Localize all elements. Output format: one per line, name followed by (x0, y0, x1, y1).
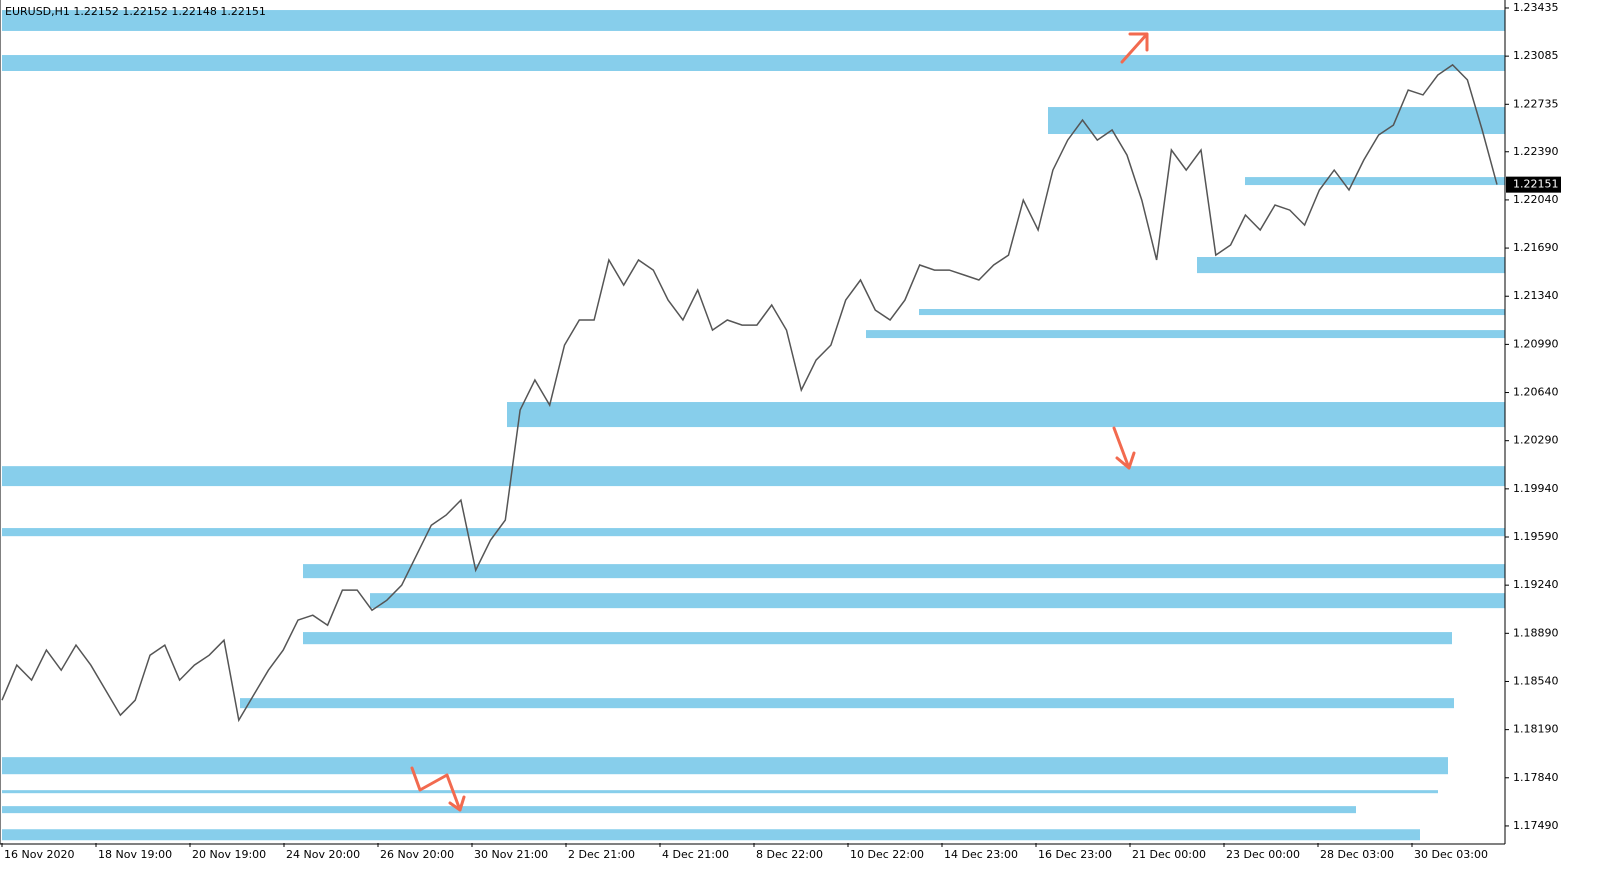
y-tick-label: 1.17840 (1513, 771, 1559, 784)
y-tick-label: 1.21340 (1513, 289, 1559, 302)
zones (2, 10, 1505, 841)
last-price-label: 1.22151 (1513, 178, 1559, 191)
y-tick-label: 1.19240 (1513, 578, 1559, 591)
x-tick-label: 28 Dec 03:00 (1320, 848, 1394, 861)
y-tick-label: 1.18890 (1513, 626, 1559, 639)
zone (2, 790, 1438, 794)
y-tick-label: 1.18190 (1513, 723, 1559, 736)
x-tick-label: 23 Dec 00:00 (1226, 848, 1300, 861)
y-tick-label: 1.19590 (1513, 530, 1559, 543)
zone (2, 55, 1505, 71)
last-price-box (1506, 176, 1561, 193)
x-tick-label: 8 Dec 22:00 (756, 848, 823, 861)
plot (1, 63, 1498, 723)
zone (507, 402, 1505, 428)
x-tick-label: 30 Dec 03:00 (1414, 848, 1488, 861)
x-tick-label: 14 Dec 23:00 (944, 848, 1018, 861)
axes: 1.23435 1.23085 1.22735 1.22390 1.22040 1.216… (1, 1, 1561, 861)
y-tick-label: 1.22040 (1513, 193, 1559, 206)
zone (1245, 177, 1505, 186)
y-tick-label: 1.22390 (1513, 145, 1559, 158)
zone (866, 330, 1505, 339)
y-tick-label: 1.23435 (1513, 1, 1559, 14)
zone (2, 829, 1420, 841)
zone (370, 593, 1505, 609)
zone (1197, 257, 1505, 274)
y-tick-label: 1.20640 (1513, 386, 1559, 399)
y-tick-label: 1.21690 (1513, 241, 1559, 254)
x-tick-label: 18 Nov 19:00 (98, 848, 172, 861)
x-tick-label: 16 Dec 23:00 (1038, 848, 1112, 861)
zone (2, 806, 1356, 814)
zone (240, 698, 1454, 709)
zone (919, 309, 1505, 316)
price-line (1, 63, 1498, 723)
y-tick-label: 1.17490 (1513, 819, 1559, 832)
zone (303, 632, 1452, 645)
zone (2, 10, 1505, 31)
y-tick-label: 1.18540 (1513, 674, 1559, 687)
zone (303, 564, 1505, 579)
y-tick-label: 1.22735 (1513, 97, 1559, 110)
y-tick-label: 1.23085 (1513, 49, 1559, 62)
arrows (410, 32, 1149, 812)
x-tick-label: 30 Nov 21:00 (474, 848, 548, 861)
x-tick-label: 16 Nov 2020 (4, 848, 74, 861)
x-tick-label: 10 Dec 22:00 (850, 848, 924, 861)
zone (2, 757, 1448, 775)
arrow-down (1112, 426, 1136, 470)
arrow-up (1120, 32, 1149, 64)
zone (2, 466, 1505, 487)
zone (2, 528, 1505, 537)
arrow-zigzag (410, 766, 466, 812)
chart-title: EURUSD,H1 1.22152 1.22152 1.22148 1.2215… (5, 5, 266, 18)
y-tick-label: 1.19940 (1513, 482, 1559, 495)
y-tick-label: 1.20290 (1513, 434, 1559, 447)
x-tick-label: 24 Nov 20:00 (286, 848, 360, 861)
x-tick-label: 2 Dec 21:00 (568, 848, 635, 861)
x-tick-label: 4 Dec 21:00 (662, 848, 729, 861)
x-tick-label: 26 Nov 20:00 (380, 848, 454, 861)
y-tick-label: 1.20990 (1513, 337, 1559, 350)
x-tick-label: 20 Nov 19:00 (192, 848, 266, 861)
zone (1048, 107, 1505, 135)
x-tick-label: 21 Dec 00:00 (1132, 848, 1206, 861)
